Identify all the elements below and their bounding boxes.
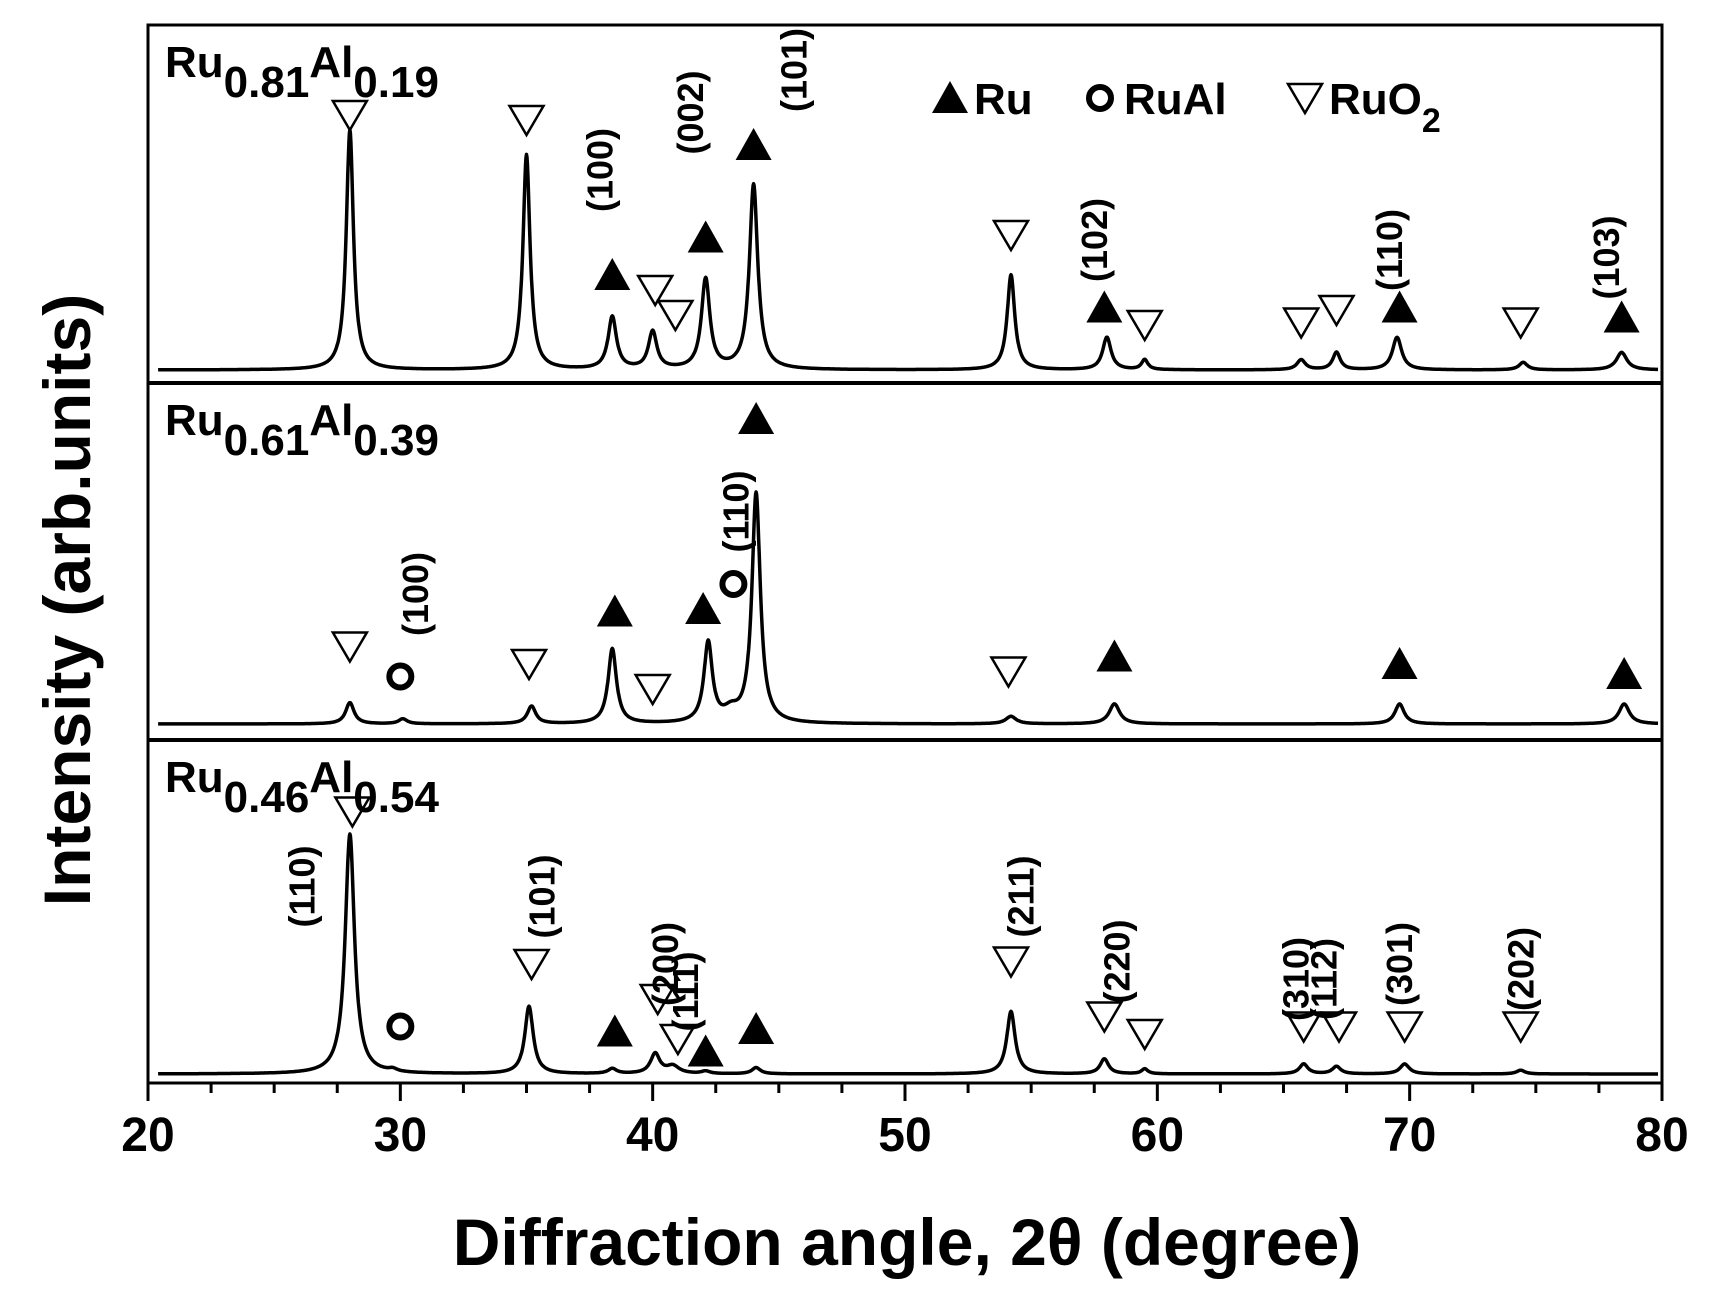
- phase-marker-ruo2: [333, 796, 372, 829]
- phase-marker-ruo2: [989, 656, 1028, 689]
- phase-marker-ruo2: [1501, 1011, 1540, 1044]
- x-tick-label: 60: [1131, 1109, 1184, 1162]
- x-tick-label: 40: [626, 1109, 679, 1162]
- phase-marker-ruo2: [638, 983, 677, 1017]
- phase-marker-ruo2: [991, 946, 1031, 979]
- hkl-label: (100): [579, 128, 620, 212]
- series-line: [156, 128, 1660, 372]
- phase-marker-ruo2: [633, 673, 672, 707]
- hkl-label: (102): [1074, 198, 1115, 282]
- hkl-label: (101): [774, 28, 815, 112]
- hkl-label: (211): [1001, 855, 1042, 937]
- phase-marker-ru: [685, 592, 722, 624]
- series-line: [156, 490, 1660, 726]
- phase-marker-ruo2: [1085, 1001, 1124, 1034]
- phase-marker-ruo2: [1125, 309, 1164, 343]
- phase-marker-ru: [594, 258, 631, 290]
- hkl-label: (002): [670, 70, 711, 154]
- legend-marker: [1086, 84, 1114, 112]
- x-tick-label: 30: [374, 1109, 427, 1162]
- phase-marker-ruo2: [1385, 1011, 1424, 1044]
- phase-marker-ru: [687, 1034, 724, 1067]
- panel-composition-label: Ru0.81Al0.19: [165, 38, 439, 107]
- legend-marker: [932, 81, 968, 113]
- plot-frame: [146, 23, 1664, 1085]
- hkl-label: (301): [1379, 922, 1420, 1006]
- legend-label: RuAl: [1124, 75, 1227, 124]
- phase-marker-ru: [738, 402, 775, 434]
- legend-item: RuAl: [1086, 75, 1227, 124]
- phase-marker-ruo2: [1319, 1011, 1359, 1044]
- hkl-label: (200): [645, 922, 686, 1006]
- legend-label: Ru: [974, 75, 1033, 124]
- phase-marker-ru: [1086, 290, 1123, 323]
- x-tick-label: 50: [878, 1109, 931, 1162]
- hkl-label: (110): [716, 470, 757, 552]
- hkl-label: (220): [1097, 919, 1138, 1003]
- phase-marker-ru: [596, 594, 633, 627]
- series-line: [156, 832, 1660, 1076]
- phase-marker-ruo2: [656, 299, 695, 333]
- phase-marker-ru: [1381, 290, 1418, 323]
- phase-marker-ruo2: [330, 99, 370, 133]
- y-axis-label: Intensity (arb.units): [30, 294, 104, 906]
- hkl-label: (110): [282, 845, 323, 927]
- hkl-label: (202): [1500, 927, 1541, 1011]
- phase-marker-ruo2: [330, 631, 370, 664]
- phase-marker-ruo2: [1284, 1011, 1323, 1044]
- phase-marker-ruo2: [636, 274, 675, 308]
- panel-composition-label: Ru0.46Al0.54: [165, 753, 439, 822]
- panel: (110) (101) (200)(111) (211) (220) (310)(112)…: [156, 753, 1660, 1076]
- x-tick-label: 20: [121, 1109, 174, 1162]
- phase-marker-ruo2: [1501, 307, 1540, 340]
- hkl-label: (111): [665, 951, 706, 1031]
- phase-marker-ruo2: [658, 1023, 698, 1057]
- hkl-label: (101): [521, 854, 562, 938]
- hkl-label: (110): [1369, 209, 1410, 291]
- panel: (100) (002) (101) (102) (110) (103) Ru0.81Al0.…: [156, 28, 1660, 372]
- phase-marker-ru: [596, 1014, 633, 1047]
- phase-marker-rual: [386, 662, 415, 691]
- phase-marker-rual: [719, 570, 748, 598]
- legend: Ru RuAl RuO2: [932, 75, 1441, 140]
- x-axis-label: Diffraction angle, 2θ (degree): [453, 1205, 1362, 1279]
- panel-composition-label: Ru0.61Al0.39: [165, 396, 439, 465]
- phase-marker-ruo2: [1281, 307, 1321, 340]
- phase-marker-ru: [1603, 300, 1640, 333]
- legend-label: RuO2: [1329, 75, 1441, 140]
- phase-marker-ru: [687, 220, 724, 253]
- hkl-label: (103): [1586, 215, 1627, 299]
- legend-item: Ru: [932, 75, 1033, 124]
- x-tick-label: 70: [1383, 1109, 1436, 1162]
- phase-marker-ruo2: [507, 104, 546, 138]
- hkl-label: (112): [1304, 938, 1345, 1020]
- hkl-label: (100): [395, 552, 436, 636]
- phase-marker-ru: [1096, 639, 1133, 672]
- x-tick-label: 80: [1635, 1109, 1688, 1162]
- phase-marker-ruo2: [512, 948, 551, 982]
- legend-marker: [1285, 82, 1325, 116]
- hkl-label: (310): [1276, 937, 1317, 1021]
- phase-marker-ruo2: [1125, 1018, 1164, 1052]
- phase-marker-ru: [1381, 647, 1418, 679]
- phase-marker-rual: [386, 1012, 415, 1041]
- legend-item: RuO2: [1285, 75, 1441, 140]
- phase-marker-ru: [735, 128, 772, 160]
- phase-marker-ruo2: [509, 648, 549, 682]
- plot-layer: 20 30 40 50 60 70 80(100)(002)(101)(102) (110)(…: [121, 23, 1689, 1162]
- phase-marker-ru: [738, 1012, 775, 1044]
- phase-marker-ru: [1606, 657, 1643, 689]
- phase-marker-ruo2: [991, 219, 1031, 253]
- phase-marker-ruo2: [1317, 294, 1356, 328]
- panel: (100) (110) Ru0.61Al0.39: [156, 396, 1660, 726]
